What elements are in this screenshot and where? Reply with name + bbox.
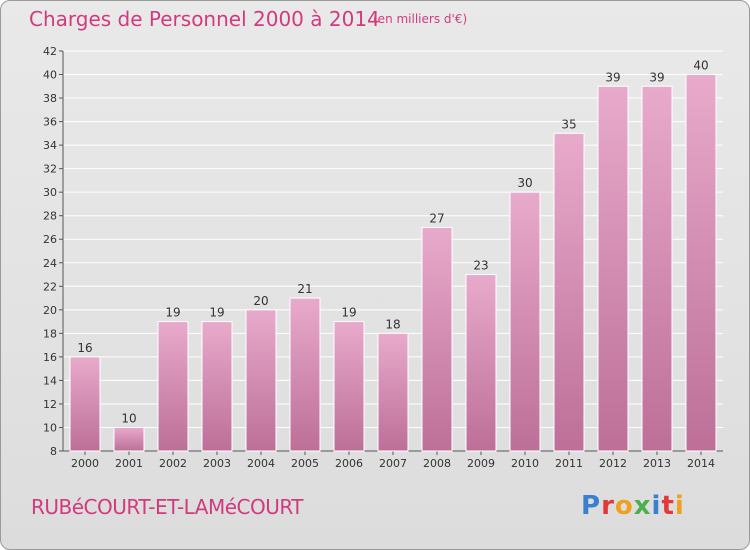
y-tick-label: 38 <box>43 92 57 105</box>
y-tick-label: 34 <box>43 139 57 152</box>
logo-letter: P <box>581 491 602 521</box>
bar-2003 <box>201 321 233 452</box>
y-tick-label: 18 <box>43 327 57 340</box>
x-tick-label-2006: 2006 <box>335 457 363 470</box>
chart-title: Charges de Personnel 2000 à 2014 <box>29 7 380 31</box>
data-label-2008: 27 <box>429 211 444 225</box>
y-tick-label: 8 <box>50 445 57 458</box>
bar-2010 <box>509 191 541 452</box>
data-label-2010: 30 <box>517 176 532 190</box>
x-tick-label-2013: 2013 <box>643 457 671 470</box>
logo-letter: r <box>601 491 615 521</box>
bar-2005 <box>289 297 321 452</box>
x-tick-label-2014: 2014 <box>687 457 715 470</box>
data-label-2004: 20 <box>253 294 268 308</box>
bar-2001 <box>113 426 145 452</box>
y-tick-label: 28 <box>43 210 57 223</box>
x-tick-label-2012: 2012 <box>599 457 627 470</box>
x-tick-label-2008: 2008 <box>423 457 451 470</box>
bar-2004 <box>245 309 277 452</box>
bar-2011 <box>553 132 585 452</box>
data-label-2011: 35 <box>561 117 576 131</box>
y-tick-label: 14 <box>43 374 57 387</box>
bar-2014 <box>685 74 717 452</box>
bar-2009 <box>465 274 497 452</box>
bar-2012 <box>597 85 629 452</box>
data-label-2001: 10 <box>121 411 136 425</box>
y-tick-label: 20 <box>43 304 57 317</box>
y-tick-label: 42 <box>43 45 57 58</box>
x-tick-label-2011: 2011 <box>555 457 583 470</box>
logo-letter: t <box>661 491 675 521</box>
data-label-2002: 19 <box>165 306 180 320</box>
x-tick-label-2005: 2005 <box>291 457 319 470</box>
bar-2006 <box>333 321 365 452</box>
x-tick-label-2004: 2004 <box>247 457 275 470</box>
proxiti-logo: Proxiti <box>581 491 685 521</box>
y-tick-label: 10 <box>43 421 57 434</box>
bar-2013 <box>641 85 673 452</box>
x-tick-label-2000: 2000 <box>71 457 99 470</box>
y-tick-label: 26 <box>43 233 57 246</box>
data-label-2012: 39 <box>605 70 620 84</box>
bar-2000 <box>69 356 101 452</box>
x-tick-label-2003: 2003 <box>203 457 231 470</box>
commune-name: RUBéCOURT-ET-LAMéCOURT <box>31 495 304 519</box>
data-label-2005: 21 <box>297 282 312 296</box>
y-tick-label: 36 <box>43 116 57 129</box>
y-tick-label: 30 <box>43 186 57 199</box>
x-tick-label-2002: 2002 <box>159 457 187 470</box>
data-label-2013: 39 <box>649 70 664 84</box>
x-tick-label-2009: 2009 <box>467 457 495 470</box>
logo-letter: x <box>633 491 652 521</box>
x-tick-label-2007: 2007 <box>379 457 407 470</box>
y-tick-label: 12 <box>43 398 57 411</box>
y-tick-label: 40 <box>43 69 57 82</box>
bar-2007 <box>377 332 409 452</box>
y-tick-label: 16 <box>43 351 57 364</box>
logo-letter: i <box>674 491 685 521</box>
data-label-2007: 18 <box>385 317 400 331</box>
logo-letter: o <box>614 491 634 521</box>
bar-2002 <box>157 321 189 452</box>
logo-letter: i <box>651 491 662 521</box>
data-label-2003: 19 <box>209 306 224 320</box>
chart-subtitle: (en milliers d'€) <box>373 12 468 26</box>
y-tick-label: 32 <box>43 163 57 176</box>
y-tick-label: 22 <box>43 280 57 293</box>
data-label-2009: 23 <box>473 259 488 273</box>
bar-2008 <box>421 226 453 452</box>
x-tick-label-2010: 2010 <box>511 457 539 470</box>
y-tick-label: 24 <box>43 257 57 270</box>
data-label-2014: 40 <box>693 59 708 73</box>
data-label-2000: 16 <box>77 341 92 355</box>
data-label-2006: 19 <box>341 306 356 320</box>
x-tick-label-2001: 2001 <box>115 457 143 470</box>
